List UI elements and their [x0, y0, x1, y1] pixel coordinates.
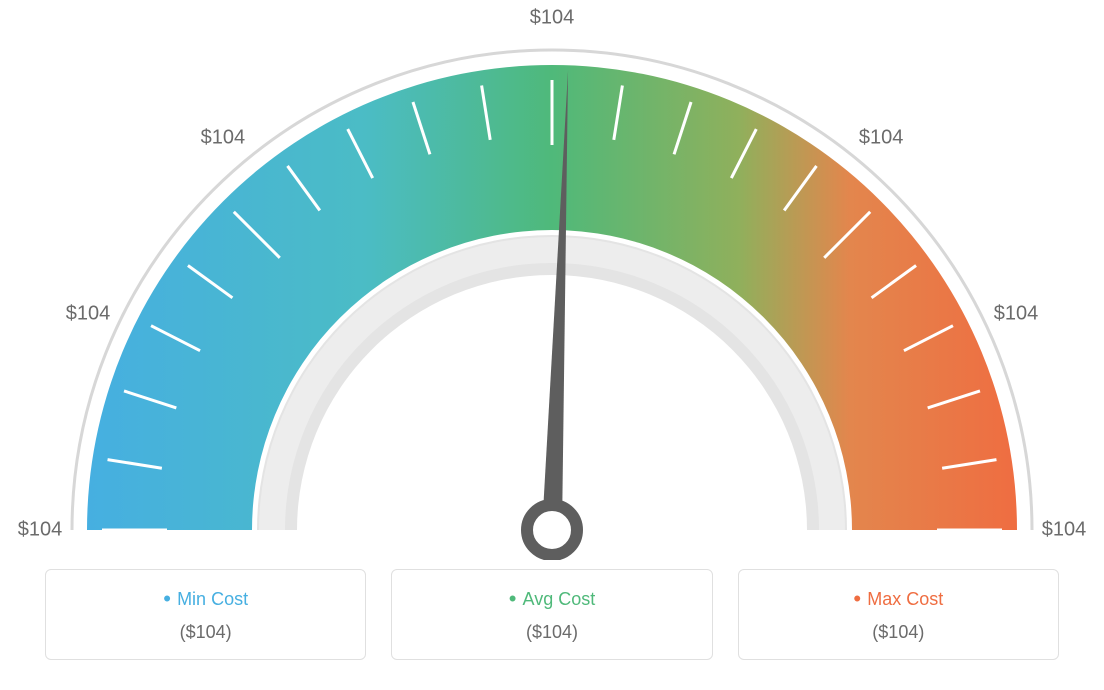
legend-min: Min Cost ($104)	[45, 569, 366, 660]
legend-avg-label: Avg Cost	[402, 586, 701, 612]
gauge-tick-label: $104	[201, 126, 246, 149]
legend-max: Max Cost ($104)	[738, 569, 1059, 660]
gauge-chart-container: $104 $104 $104 $104 $104 $104 $104 Min Cost ($…	[0, 0, 1104, 690]
legend-avg: Avg Cost ($104)	[391, 569, 712, 660]
legend-min-value: ($104)	[56, 622, 355, 643]
legend-max-label: Max Cost	[749, 586, 1048, 612]
gauge-tick-label: $104	[994, 302, 1039, 325]
gauge-tick-label: $104	[66, 302, 111, 325]
gauge-svg	[0, 0, 1104, 560]
gauge-area: $104 $104 $104 $104 $104 $104 $104	[0, 0, 1104, 560]
legend-row: Min Cost ($104) Avg Cost ($104) Max Cost…	[45, 569, 1059, 660]
legend-min-label: Min Cost	[56, 586, 355, 612]
legend-avg-value: ($104)	[402, 622, 701, 643]
gauge-tick-label: $104	[18, 519, 63, 542]
legend-max-value: ($104)	[749, 622, 1048, 643]
gauge-tick-label: $104	[530, 7, 575, 30]
gauge-tick-label: $104	[1042, 519, 1087, 542]
gauge-tick-label: $104	[859, 126, 904, 149]
